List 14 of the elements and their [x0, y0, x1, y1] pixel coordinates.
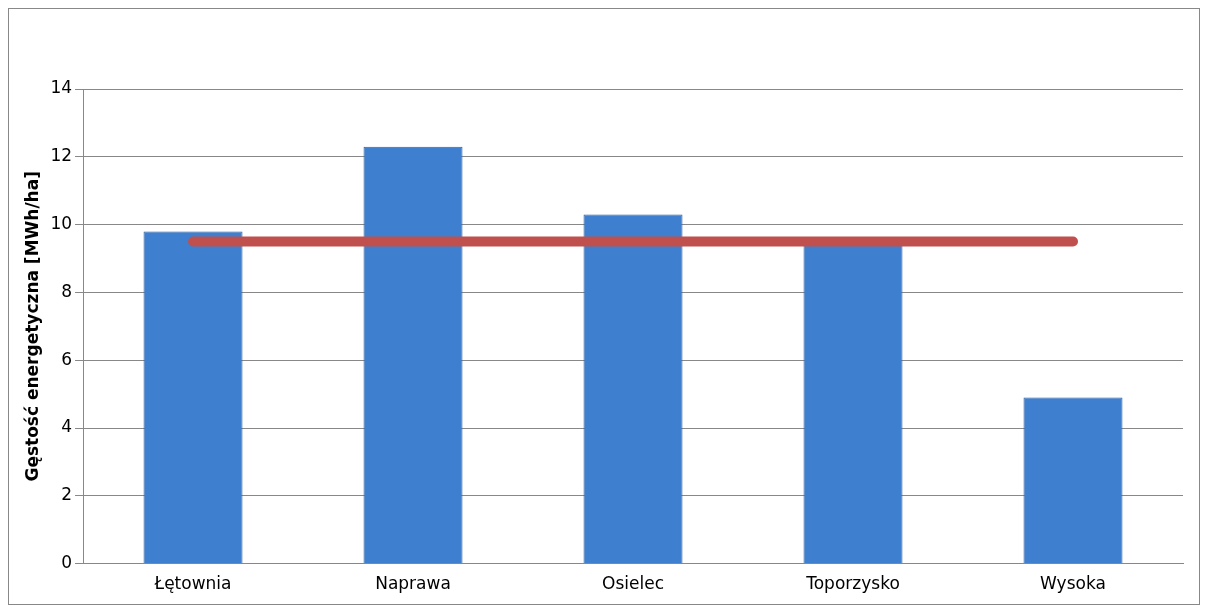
y-tick-label: 2: [61, 484, 73, 505]
y-tick-label: 10: [50, 213, 73, 234]
y-tick-label: 8: [61, 280, 73, 301]
y-tick-label: 0: [61, 552, 73, 573]
x-tick-label: Toporzysko: [805, 573, 900, 594]
y-tick-label: 14: [50, 77, 73, 98]
x-tick-label: Łętownia: [153, 573, 232, 594]
y-tick-label: 4: [61, 416, 73, 437]
y-tick-label: 12: [50, 145, 73, 166]
y-axis-title: Gęstość energetyczna [MWh/ha]: [21, 171, 42, 482]
x-tick-label: Naprawa: [375, 573, 451, 594]
x-tick-label: Wysoka: [1040, 573, 1106, 594]
y-tick-label: 6: [61, 348, 73, 369]
x-tick-label: Osielec: [602, 573, 664, 594]
